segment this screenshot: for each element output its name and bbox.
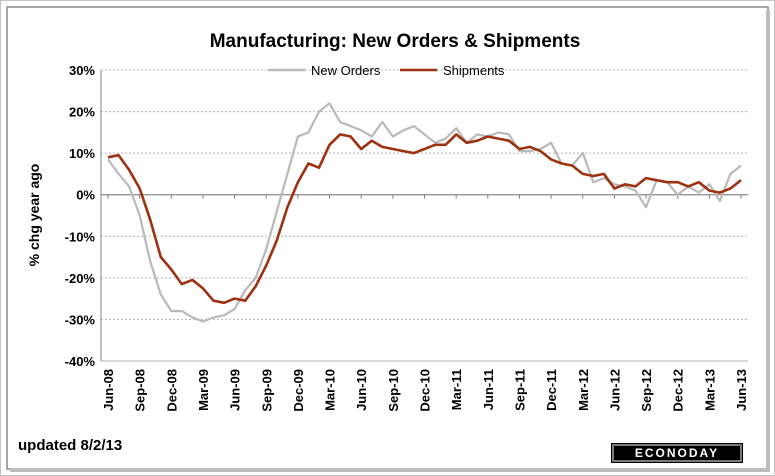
x-tick-label: Sep-10 [386, 369, 401, 412]
y-tick-label: -40% [65, 354, 96, 369]
y-tick-label: 30% [69, 63, 95, 78]
x-tick-label: Jun-11 [481, 369, 496, 410]
y-tick-label: -30% [65, 312, 96, 327]
x-tick-label: Dec-09 [291, 369, 306, 412]
gridlines [100, 69, 748, 362]
y-tick-label: -10% [65, 229, 96, 244]
y-axis-label: % chg year ago [26, 164, 42, 267]
x-tick-label: Sep-09 [259, 369, 274, 412]
x-tick-label: Dec-10 [418, 369, 433, 412]
x-tick-label: Mar-10 [323, 369, 338, 411]
x-tick-label: Jun-08 [101, 369, 116, 411]
econoday-logo: ECONODAY [611, 443, 743, 463]
x-tick-label: Mar-11 [449, 369, 464, 410]
inner-border [6, 6, 769, 470]
y-tick-label: 0% [76, 188, 95, 203]
y-tick-label: 10% [69, 146, 95, 161]
x-tick-label: Dec-11 [544, 369, 559, 411]
x-tick-label: Jun-10 [354, 369, 369, 411]
x-tick-label: Jun-09 [228, 369, 243, 411]
series-line-new-orders [107, 102, 742, 323]
border-shadow-right [766, 10, 770, 471]
x-tick-labels: Jun-08 Sep-08 Dec-08 Mar-09 Jun-09 Sep-09 Dec-… [101, 369, 749, 412]
y-tick-label: 20% [69, 105, 95, 120]
x-tick-label: Sep-11 [512, 369, 527, 411]
y-tick-label: -20% [65, 271, 96, 286]
updated-note: updated 8/2/13 [18, 437, 123, 454]
legend-label-new-orders: New Orders [311, 63, 381, 78]
x-tick-label: Sep-08 [133, 369, 148, 412]
x-tick-label: Dec-12 [671, 369, 686, 412]
x-tick-label: Jun-12 [607, 369, 622, 411]
legend-label-shipments: Shipments [443, 63, 505, 78]
series-lines [107, 102, 742, 323]
chart-title: Manufacturing: New Orders & Shipments [210, 31, 581, 52]
x-tick-label: Mar-12 [576, 369, 591, 411]
legend: New Orders Shipments [268, 63, 505, 78]
x-tick-label: Mar-09 [196, 369, 211, 411]
border-shadow-bottom [10, 468, 770, 472]
x-tick-label: Jun-13 [734, 369, 749, 411]
x-tick-label: Mar-13 [702, 369, 717, 411]
x-tick-label: Sep-12 [639, 369, 654, 412]
series-line-shipments [107, 133, 742, 305]
y-tick-labels: 30% 20% 10% 0% -10% -20% -30% -40% [65, 63, 96, 369]
x-tick-label: Dec-08 [164, 369, 179, 412]
